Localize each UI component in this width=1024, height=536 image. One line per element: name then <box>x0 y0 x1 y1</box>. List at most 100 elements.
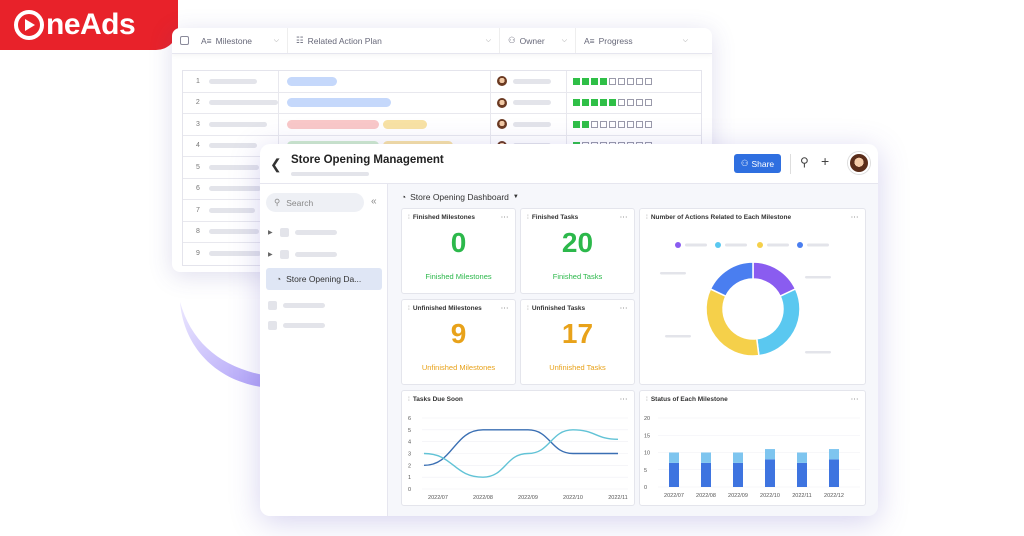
caret-right-icon: ▶ <box>268 252 273 258</box>
widget-tasks-due-soon[interactable]: ⁞ Tasks Due Soon ··· 0 1 2 3 4 5 6 2022/07 2022/08… <box>401 390 635 506</box>
more-options-icon[interactable]: ··· <box>851 214 859 221</box>
widget-finished-milestones[interactable]: ⁞ Finished Milestones ··· 0 Finished Miles… <box>401 208 516 294</box>
widget-milestone-status[interactable]: ⁞ Status of Each Milestone ··· 0 5 10 15 20 202… <box>639 390 866 506</box>
owner-avatar[interactable] <box>497 119 507 130</box>
row-number: 2 <box>195 99 200 107</box>
progress-square <box>627 120 634 128</box>
widget-finished-tasks[interactable]: ⁞ Finished Tasks ··· 20 Finished Tasks <box>520 208 635 294</box>
chevron-down-icon[interactable]: ⌵ <box>485 36 491 44</box>
x-tick-label: 2022/07 <box>664 493 684 499</box>
progress-square <box>627 99 634 107</box>
divider <box>790 154 791 174</box>
legend-dot <box>715 242 721 248</box>
bar-segment <box>733 462 743 487</box>
more-options-icon[interactable]: ··· <box>620 396 628 403</box>
sidebar-item-label: Store Opening Da... <box>286 274 362 284</box>
progress-squares <box>567 71 652 92</box>
dashboard-title[interactable]: ◔ Store Opening Dashboard ▼ <box>401 192 519 202</box>
widget-title: Finished Tasks <box>531 214 579 221</box>
chevron-down-icon[interactable]: ⌵ <box>561 36 567 44</box>
widget-title: Unfinished Tasks <box>531 305 586 312</box>
progress-square <box>636 120 643 128</box>
widget-unfinished-milestones[interactable]: ⁞ Unfinished Milestones ··· 9 Unfinished M… <box>401 299 516 385</box>
more-options-icon[interactable]: ··· <box>620 214 628 221</box>
y-tick-label: 10 <box>644 451 650 457</box>
search-icon[interactable]: ⚲ <box>800 155 809 169</box>
widget-label: Unfinished Tasks <box>549 363 606 372</box>
user-avatar[interactable] <box>848 152 870 174</box>
progress-square <box>582 99 589 107</box>
dashboard-icon: ◔ <box>276 274 282 284</box>
chevron-down-icon[interactable]: ⌵ <box>273 36 279 44</box>
column-owner[interactable]: ⚇ Owner ⌵ <box>500 28 576 53</box>
line-chart: 0 1 2 3 4 5 6 2022/07 2022/08 2022/09 2022/10 2022/… <box>408 416 628 501</box>
search-input[interactable]: ⚲ Search <box>266 193 364 212</box>
progress-square <box>627 77 634 85</box>
collapse-sidebar-icon[interactable]: « <box>371 196 377 207</box>
y-tick-label: 20 <box>644 416 650 422</box>
donut-slice <box>705 287 760 357</box>
widget-value: 0 <box>450 227 467 258</box>
x-tick-label: 2022/08 <box>473 495 493 501</box>
progress-squares <box>567 114 652 135</box>
table-row[interactable]: 2 <box>183 92 701 114</box>
owner-avatar[interactable] <box>497 76 507 87</box>
bar-segment <box>797 462 807 487</box>
row-number: 6 <box>196 185 200 193</box>
x-tick-label: 2022/10 <box>760 493 780 499</box>
row-number: 3 <box>196 120 200 128</box>
bar-segment <box>701 452 711 463</box>
more-options-icon[interactable]: ··· <box>620 305 628 312</box>
owner-avatar[interactable] <box>497 97 507 108</box>
sidebar: ⚲ Search « ▶ ▶ ◔ Store Opening Da... <box>260 184 388 516</box>
row-number: 4 <box>196 142 200 150</box>
donut-slice <box>752 261 797 298</box>
sidebar-item[interactable] <box>268 321 325 330</box>
donut-slice <box>755 287 801 357</box>
x-tick-label: 2022/09 <box>728 493 748 499</box>
widget-actions-per-milestone[interactable]: ⁞ Number of Actions Related to Each Miles… <box>639 208 866 385</box>
progress-square <box>645 120 652 128</box>
x-tick-label: 2022/09 <box>518 495 538 501</box>
progress-square <box>609 77 616 85</box>
progress-square <box>600 77 607 85</box>
more-options-icon[interactable]: ··· <box>851 396 859 403</box>
column-progress[interactable]: A≡ Progress ⌵ <box>576 28 696 53</box>
series-line <box>423 429 619 478</box>
sidebar-item[interactable] <box>268 301 325 310</box>
top-bar: ❮ Store Opening Management ⚇ Share ⚲ + <box>260 144 878 184</box>
table-row[interactable]: 3 <box>183 114 701 136</box>
widget-unfinished-tasks[interactable]: ⁞ Unfinished Tasks ··· 17 Unfinished Tasks <box>520 299 635 385</box>
more-options-icon[interactable]: ··· <box>501 305 509 312</box>
chevron-down-icon[interactable]: ⌵ <box>682 36 688 44</box>
sidebar-item-store-opening-dashboard[interactable]: ◔ Store Opening Da... <box>266 268 382 290</box>
share-button[interactable]: ⚇ Share <box>734 154 781 173</box>
column-milestone[interactable]: A≡ Milestone ⌵ <box>172 28 288 53</box>
logo-text: neAds <box>46 8 136 41</box>
plus-icon[interactable]: + <box>821 153 830 169</box>
legend-label-placeholder <box>767 243 789 247</box>
progress-square <box>600 120 607 128</box>
x-tick-label: 2022/12 <box>824 493 844 499</box>
progress-square <box>645 77 652 85</box>
y-tick-label: 15 <box>644 433 650 439</box>
search-placeholder: Search <box>286 197 314 208</box>
logo-o-icon <box>14 10 44 40</box>
sidebar-folder[interactable]: ▶ <box>268 250 337 259</box>
select-all-checkbox[interactable] <box>180 36 189 45</box>
more-options-icon[interactable]: ··· <box>501 214 509 221</box>
widget-title: Number of Actions Related to Each Milest… <box>650 214 792 221</box>
dashboard-icon: ◔ <box>401 192 407 202</box>
progress-square <box>600 99 607 107</box>
y-tick-label: 6 <box>408 416 411 422</box>
column-related-action-plan[interactable]: ☷ Related Action Plan ⌵ <box>288 28 500 53</box>
bar-segment <box>733 452 743 463</box>
progress-square <box>618 77 625 85</box>
page-title: Store Opening Management <box>291 154 444 166</box>
table-row[interactable]: 1 <box>183 71 701 93</box>
back-arrow-icon[interactable]: ❮ <box>270 156 282 172</box>
bar-segment <box>765 459 775 487</box>
series-line <box>423 429 618 467</box>
sidebar-folder[interactable]: ▶ <box>268 228 337 237</box>
bar-segment <box>669 452 679 463</box>
